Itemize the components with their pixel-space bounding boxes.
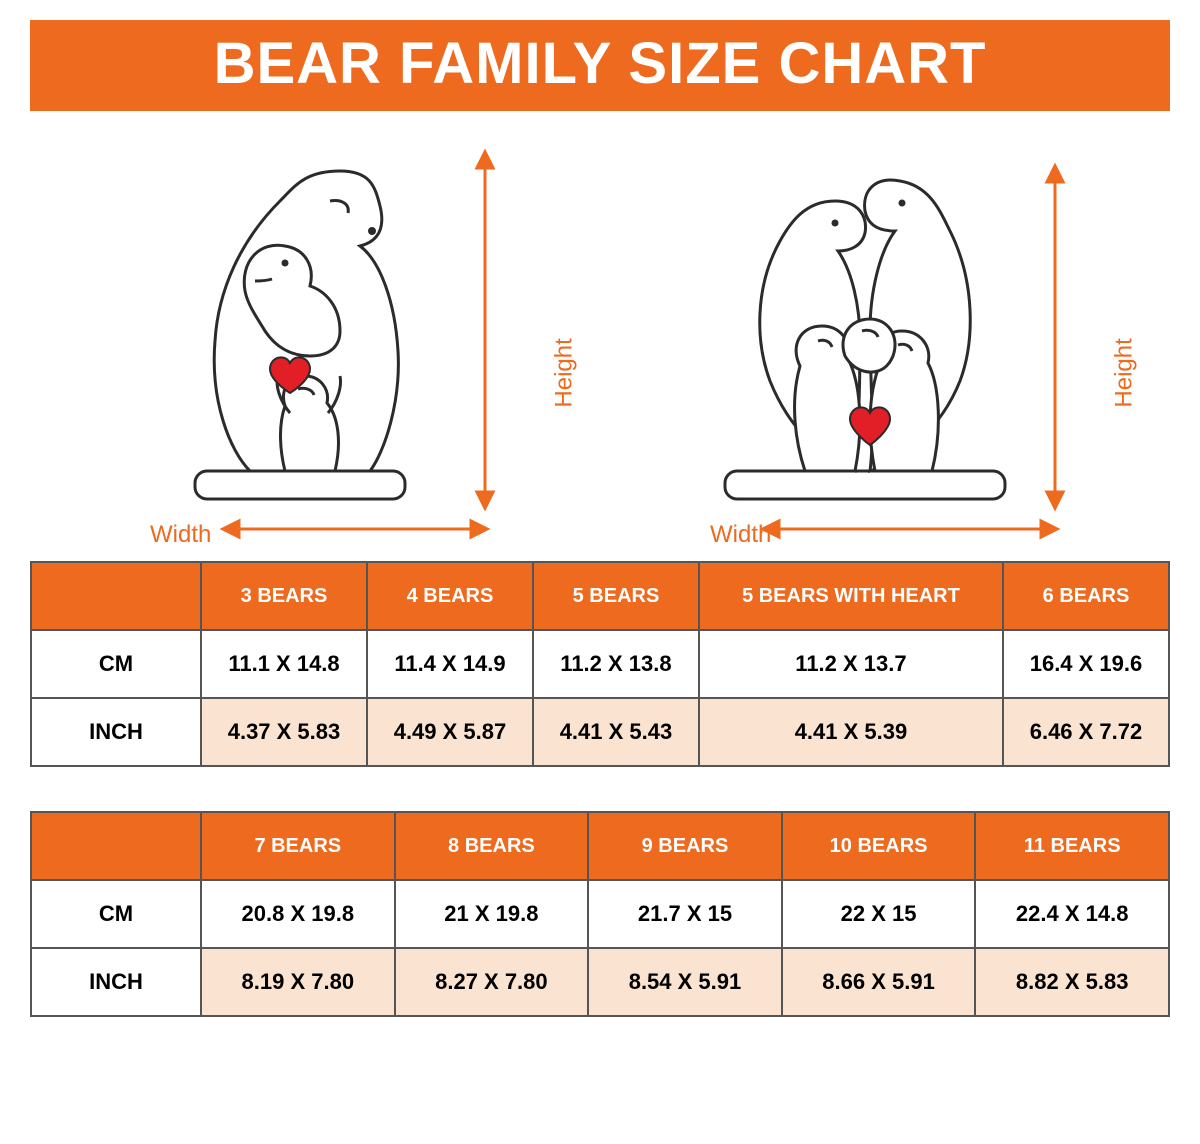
row-label: CM bbox=[31, 630, 201, 698]
bear-family-5-svg bbox=[640, 131, 1120, 551]
size-table-1: 3 BEARS4 BEARS5 BEARS5 BEARS WITH HEART6… bbox=[30, 561, 1170, 767]
size-cell: 8.82 X 5.83 bbox=[975, 948, 1169, 1016]
row-label: INCH bbox=[31, 698, 201, 766]
illustration-row: Height Width bbox=[30, 131, 1170, 551]
height-label: Height bbox=[550, 338, 578, 407]
size-cell: 11.2 X 13.8 bbox=[533, 630, 699, 698]
size-cell: 22.4 X 14.8 bbox=[975, 880, 1169, 948]
table-row: CM20.8 X 19.821 X 19.821.7 X 1522 X 1522… bbox=[31, 880, 1169, 948]
size-chart-page: BEAR FAMILY SIZE CHART bbox=[0, 0, 1200, 1057]
row-label: INCH bbox=[31, 948, 201, 1016]
column-header: 8 BEARS bbox=[395, 812, 589, 880]
table-row: CM11.1 X 14.811.4 X 14.911.2 X 13.811.2 … bbox=[31, 630, 1169, 698]
column-header: 10 BEARS bbox=[782, 812, 976, 880]
column-header: 5 BEARS bbox=[533, 562, 699, 630]
bear-family-3-svg bbox=[80, 131, 560, 551]
size-cell: 11.4 X 14.9 bbox=[367, 630, 533, 698]
row-label: CM bbox=[31, 880, 201, 948]
table-row: INCH8.19 X 7.808.27 X 7.808.54 X 5.918.6… bbox=[31, 948, 1169, 1016]
size-cell: 8.66 X 5.91 bbox=[782, 948, 976, 1016]
size-cell: 4.41 X 5.39 bbox=[699, 698, 1003, 766]
width-label: Width bbox=[150, 521, 211, 549]
column-header: 6 BEARS bbox=[1003, 562, 1169, 630]
size-cell: 21 X 19.8 bbox=[395, 880, 589, 948]
size-cell: 6.46 X 7.72 bbox=[1003, 698, 1169, 766]
size-cell: 11.1 X 14.8 bbox=[201, 630, 367, 698]
column-header: 11 BEARS bbox=[975, 812, 1169, 880]
width-label: Width bbox=[710, 521, 771, 549]
column-header: 4 BEARS bbox=[367, 562, 533, 630]
size-cell: 20.8 X 19.8 bbox=[201, 880, 395, 948]
size-cell: 16.4 X 19.6 bbox=[1003, 630, 1169, 698]
table-corner bbox=[31, 562, 201, 630]
illustration-5-bears: Height Width bbox=[640, 131, 1120, 551]
size-table-2: 7 BEARS8 BEARS9 BEARS10 BEARS11 BEARSCM2… bbox=[30, 811, 1170, 1017]
size-cell: 8.27 X 7.80 bbox=[395, 948, 589, 1016]
column-header: 7 BEARS bbox=[201, 812, 395, 880]
size-cell: 4.41 X 5.43 bbox=[533, 698, 699, 766]
size-cell: 8.54 X 5.91 bbox=[588, 948, 782, 1016]
column-header: 9 BEARS bbox=[588, 812, 782, 880]
size-cell: 4.37 X 5.83 bbox=[201, 698, 367, 766]
illustration-3-bears: Height Width bbox=[80, 131, 560, 551]
tables-container: 3 BEARS4 BEARS5 BEARS5 BEARS WITH HEART6… bbox=[30, 561, 1170, 1017]
column-header: 3 BEARS bbox=[201, 562, 367, 630]
table-corner bbox=[31, 812, 201, 880]
table-row: INCH4.37 X 5.834.49 X 5.874.41 X 5.434.4… bbox=[31, 698, 1169, 766]
size-cell: 4.49 X 5.87 bbox=[367, 698, 533, 766]
size-cell: 8.19 X 7.80 bbox=[201, 948, 395, 1016]
size-cell: 22 X 15 bbox=[782, 880, 976, 948]
column-header: 5 BEARS WITH HEART bbox=[699, 562, 1003, 630]
height-label: Height bbox=[1110, 338, 1138, 407]
size-cell: 11.2 X 13.7 bbox=[699, 630, 1003, 698]
page-title: BEAR FAMILY SIZE CHART bbox=[30, 20, 1170, 111]
size-cell: 21.7 X 15 bbox=[588, 880, 782, 948]
